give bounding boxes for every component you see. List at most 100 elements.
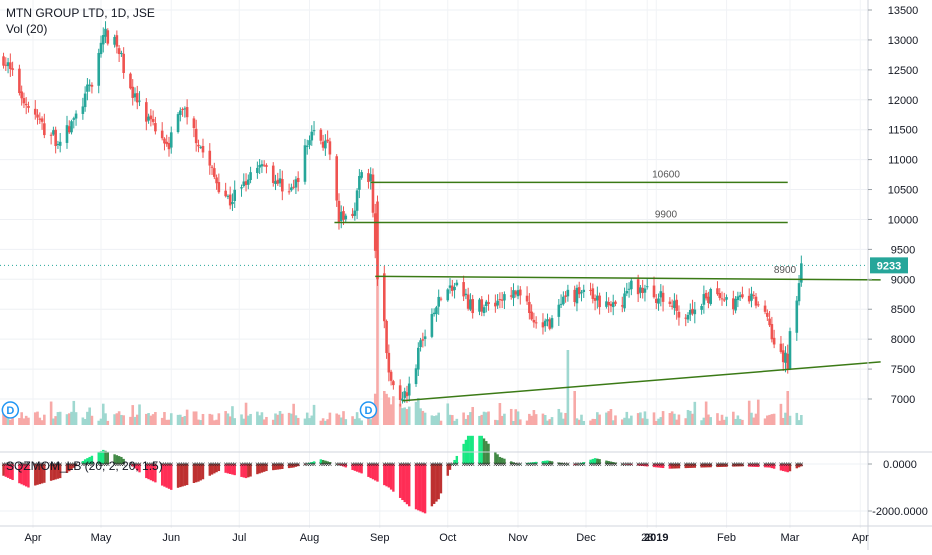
squeeze-dot: ×	[303, 460, 308, 469]
squeeze-dot: ×	[450, 460, 455, 469]
volume-bar	[509, 408, 513, 425]
volume-bar	[437, 412, 440, 425]
squeeze-dot: ×	[180, 460, 185, 469]
squeeze-dot: ×	[8, 460, 13, 469]
squeeze-dot: ×	[83, 460, 88, 469]
momentum-bar	[528, 462, 531, 464]
momentum-bar	[646, 464, 649, 467]
momentum-bar	[485, 441, 488, 464]
volume-bar	[290, 413, 293, 425]
squeeze-dot: ×	[493, 460, 498, 469]
momentum-bar	[104, 450, 107, 464]
momentum-bar	[435, 464, 438, 502]
volume-bar	[6, 414, 10, 425]
candle-body	[435, 307, 438, 315]
volume-bar	[324, 420, 327, 425]
volume-bar	[138, 404, 141, 425]
candle-body	[260, 164, 264, 167]
squeeze-dot: ×	[391, 460, 396, 469]
volume-bar	[339, 417, 343, 425]
candle-body	[81, 106, 85, 114]
momentum-bar	[2, 464, 5, 476]
squeeze-dot: ×	[454, 460, 459, 469]
candle-body	[385, 320, 388, 354]
squeeze-dot: ×	[119, 460, 124, 469]
squeeze-dot: ×	[10, 460, 15, 469]
momentum-bar	[573, 464, 576, 466]
momentum-bar	[514, 463, 517, 464]
momentum-bar	[342, 464, 345, 467]
squeeze-dot: ×	[402, 460, 407, 469]
momentum-bar	[736, 464, 740, 467]
dividend-marker[interactable]: D	[1, 401, 20, 419]
momentum-bar	[686, 464, 690, 469]
candle-body	[688, 309, 692, 315]
momentum-bar	[274, 464, 277, 470]
candle-body	[90, 84, 94, 87]
candle-body	[36, 114, 39, 118]
momentum-bar	[748, 464, 751, 467]
squeeze-dot: ×	[321, 460, 326, 469]
momentum-bar	[754, 464, 758, 467]
momentum-bar	[439, 464, 443, 494]
squeeze-dot: ×	[24, 460, 29, 469]
momentum-bar	[25, 464, 28, 487]
candle-body	[566, 289, 570, 297]
candle-body	[56, 144, 60, 146]
momentum-bar	[374, 464, 377, 481]
candle-body	[328, 141, 332, 155]
volume-bar	[693, 401, 697, 425]
volume-bar	[709, 417, 712, 425]
volume-bar	[358, 418, 361, 425]
volume-bar	[351, 416, 354, 425]
volume-bar	[369, 419, 373, 425]
squeeze-dot: ×	[702, 460, 707, 469]
volume-bar	[607, 411, 610, 425]
candle-body	[88, 84, 91, 86]
momentum-bar	[81, 461, 85, 464]
candle-body	[129, 73, 132, 89]
candle-body	[620, 305, 624, 307]
volume-bar	[310, 415, 314, 425]
candle-body	[589, 289, 592, 291]
momentum-bar	[260, 464, 264, 473]
momentum-bar	[231, 464, 234, 475]
momentum-bar	[83, 459, 87, 464]
candle-body	[74, 113, 78, 119]
squeeze-dot: ×	[706, 460, 711, 469]
candle-body	[67, 126, 71, 133]
momentum-bar	[757, 464, 760, 468]
volume-bar	[652, 412, 656, 425]
squeeze-dot: ×	[366, 460, 371, 469]
squeeze-dot: ×	[121, 460, 126, 469]
volume-bar	[738, 418, 742, 425]
squeeze-dot: ×	[420, 460, 425, 469]
squeeze-dot: ×	[74, 460, 79, 469]
momentum-bar	[22, 464, 26, 486]
volume-bar	[500, 415, 504, 425]
candle-body	[668, 301, 672, 305]
momentum-bar	[716, 464, 719, 468]
candle-body	[101, 35, 105, 45]
candle-body	[781, 350, 785, 363]
candle-body	[49, 134, 53, 136]
dividend-marker[interactable]: D	[359, 401, 378, 419]
momentum-bar	[9, 464, 12, 479]
momentum-bar	[784, 464, 787, 472]
candle-body	[430, 314, 434, 337]
candle-body	[120, 52, 123, 55]
squeeze-dot: ×	[210, 460, 215, 469]
candle-body	[154, 123, 157, 132]
volume-bar	[747, 400, 751, 425]
momentum-bar	[700, 464, 703, 468]
squeeze-dot: ×	[328, 460, 333, 469]
squeeze-dot: ×	[1, 460, 6, 469]
momentum-bar	[612, 462, 615, 464]
candle-body	[614, 301, 617, 304]
squeeze-dot: ×	[312, 460, 317, 469]
momentum-bar	[707, 464, 710, 468]
squeeze-dot: ×	[53, 460, 58, 469]
